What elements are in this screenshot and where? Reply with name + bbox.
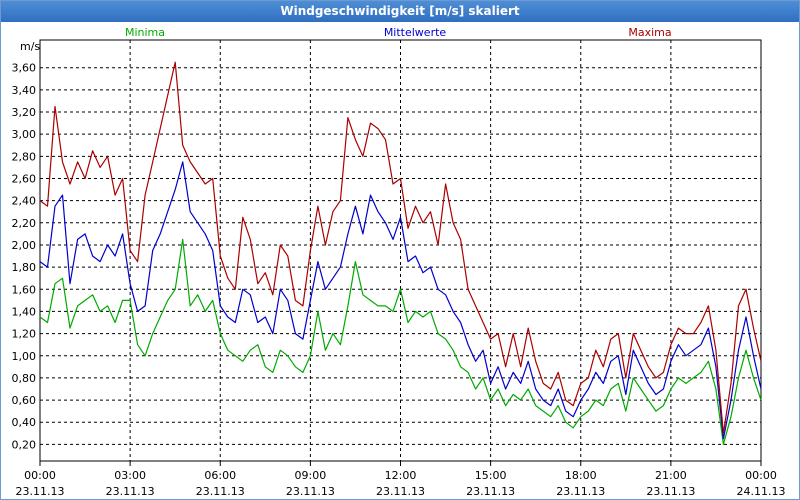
x-tick-time: 12:00 [385,469,417,482]
x-tick-date: 23.11.13 [196,485,245,498]
series-line-minima [39,238,762,445]
y-tick-label: 2,40 [12,195,37,208]
x-tick-time: 18:00 [565,469,597,482]
axes [39,39,762,466]
series-line-mittelwerte [39,161,762,440]
series-layer [39,61,762,445]
y-axis-label: m/s [20,40,40,53]
y-tick-label: 0,60 [12,394,37,407]
legend-mittelwerte: Mittelwerte [384,26,447,39]
y-tick-label: 3,20 [12,106,37,119]
y-tick-label: 2,00 [12,239,37,252]
y-tick-label: 1,60 [12,283,37,296]
x-tick-labels: 00:00 23.11.13 03:00 23.11.13 06:00 23.11.13 0… [16,469,786,498]
x-tick-date: 23.11.13 [286,485,335,498]
x-tick-date: 23.11.13 [106,485,155,498]
y-tick-labels: 0,20 0,40 0,60 0,80 1,00 1,20 1,40 1,60 1,80 2,00… [12,62,37,452]
x-tick-time: 00:00 [745,469,777,482]
y-tick-label: 1,40 [12,305,37,318]
y-tick-label: 0,20 [12,438,37,451]
x-tick-date: 24.11.13 [737,485,786,498]
y-tick-label: 3,40 [12,84,37,97]
y-tick-label: 3,60 [12,62,37,75]
x-tick-time: 00:00 [24,469,56,482]
x-tick-date: 23.11.13 [466,485,515,498]
y-tick-label: 2,80 [12,150,37,163]
x-tick-time: 06:00 [204,469,236,482]
legend-minima: Minima [125,26,165,39]
series-line-maxima [39,61,762,434]
x-tick-date: 23.11.13 [556,485,605,498]
x-tick-date: 23.11.13 [376,485,425,498]
window-title: Windgeschwindigkeit [m/s] skaliert [1,1,799,22]
legend-maxima: Maxima [628,26,671,39]
y-tick-label: 0,40 [12,416,37,429]
y-tick-label: 2,60 [12,172,37,185]
y-tick-label: 3,00 [12,128,37,141]
y-tick-label: 0,80 [12,372,37,385]
x-tick-date: 23.11.13 [16,485,65,498]
y-tick-label: 1,00 [12,350,37,363]
x-tick-time: 03:00 [114,469,146,482]
x-tick-time: 09:00 [295,469,327,482]
y-tick-label: 2,20 [12,217,37,230]
grid-lines [40,40,761,461]
x-tick-date: 23.11.13 [646,485,695,498]
y-tick-label: 1,20 [12,328,37,341]
x-tick-time: 15:00 [475,469,507,482]
x-tick-time: 21:00 [655,469,687,482]
y-tick-label: 1,80 [12,261,37,274]
